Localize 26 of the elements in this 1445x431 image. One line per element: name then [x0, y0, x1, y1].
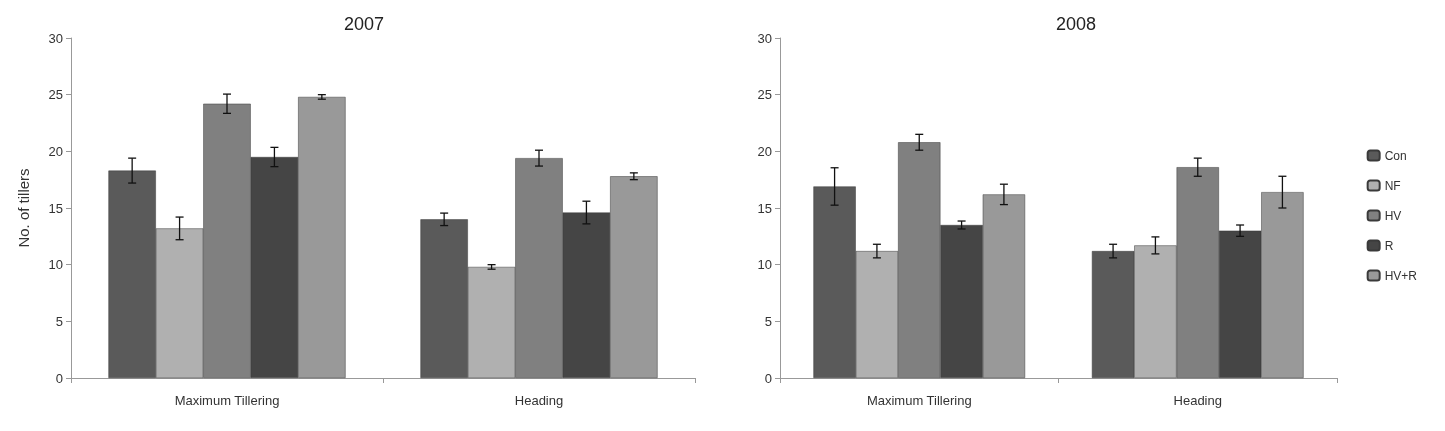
y-axis-title: No. of tillers [15, 168, 32, 248]
y-tick-label: 15 [757, 200, 772, 216]
y-tick-label: 0 [764, 370, 772, 386]
y-tick-label: 20 [757, 143, 772, 159]
y-tick-label: 30 [757, 30, 772, 46]
x-tick-label: Maximum Tillering [866, 393, 972, 408]
y-tick-label: 5 [55, 313, 63, 329]
y-tick-label: 5 [764, 313, 772, 329]
y-tick-label: 15 [48, 200, 63, 216]
legend-label: R [1384, 238, 1394, 253]
x-tick-label: Maximum Tillering [174, 393, 280, 408]
y-tick-label: 10 [757, 257, 772, 273]
legend-label: HV [1384, 208, 1402, 223]
legend-label: NF [1384, 178, 1401, 193]
x-tick-label: Heading [514, 393, 564, 408]
legend-label: Con [1384, 148, 1407, 163]
y-tick-label: 25 [757, 87, 772, 103]
y-tick-label: 0 [55, 370, 63, 386]
legend-label: HV+R [1384, 268, 1418, 283]
x-tick-label: Heading [1173, 393, 1222, 408]
y-tick-label: 30 [48, 30, 63, 46]
y-tick-label: 20 [48, 143, 63, 159]
y-tick-label: 25 [48, 87, 63, 103]
chart-title: 2008 [1055, 14, 1097, 34]
y-tick-label: 10 [48, 257, 63, 273]
chart-title: 2007 [343, 14, 385, 34]
